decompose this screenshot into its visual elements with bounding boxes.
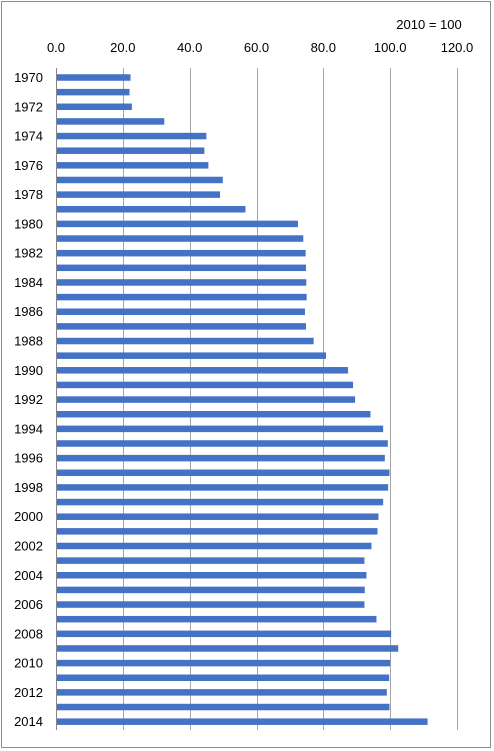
x-tick-label: 100.0 xyxy=(374,40,407,55)
bar-2010 xyxy=(57,659,391,667)
bar-2001 xyxy=(57,528,378,535)
bar-1970 xyxy=(57,74,131,81)
bar-2007 xyxy=(57,615,377,623)
bar-1990 xyxy=(57,367,349,374)
bar-1994 xyxy=(57,425,384,433)
y-category-label: 1982 xyxy=(14,246,43,261)
bar-2009 xyxy=(57,645,399,652)
y-category-label: 1994 xyxy=(14,421,43,436)
bar-1993 xyxy=(57,410,371,418)
bar-1981 xyxy=(57,235,304,242)
unit-label: 2010 = 100 xyxy=(396,17,461,32)
bar-2003 xyxy=(57,557,365,564)
bar-1997 xyxy=(57,469,390,477)
bar-2012 xyxy=(57,689,387,696)
y-category-label: 1986 xyxy=(14,304,43,319)
bar-1975 xyxy=(57,147,205,154)
y-category-label: 1974 xyxy=(14,129,43,144)
bar-1989 xyxy=(57,352,327,359)
bar-1985 xyxy=(57,293,307,301)
y-category-label: 1972 xyxy=(14,99,43,114)
bar-2004 xyxy=(57,572,367,579)
y-category-label: 2012 xyxy=(14,685,43,700)
y-category-label: 1988 xyxy=(14,334,43,349)
bar-1998 xyxy=(57,484,389,491)
bar-1988 xyxy=(57,337,314,345)
bar-1971 xyxy=(57,88,130,96)
bar-1986 xyxy=(57,308,305,315)
x-tick-label: 80.0 xyxy=(311,40,336,55)
y-category-label: 2002 xyxy=(14,538,43,553)
y-category-label: 1970 xyxy=(14,70,43,85)
y-category-label: 1992 xyxy=(14,392,43,407)
x-tick-label: 20.0 xyxy=(110,40,135,55)
bar-1999 xyxy=(57,498,384,506)
bar-1977 xyxy=(57,176,223,184)
y-category-label: 1980 xyxy=(14,216,43,231)
bar-1996 xyxy=(57,454,385,462)
bar-1978 xyxy=(57,191,221,198)
y-category-label: 2004 xyxy=(14,568,43,583)
bar-2013 xyxy=(57,703,390,711)
bar-1992 xyxy=(57,396,356,403)
x-tick-label: 40.0 xyxy=(177,40,202,55)
bar-2008 xyxy=(57,630,392,638)
bar-1973 xyxy=(57,118,165,125)
bar-2011 xyxy=(57,674,390,681)
y-category-label: 2006 xyxy=(14,597,43,612)
bar-1991 xyxy=(57,381,354,389)
y-category-label: 1978 xyxy=(14,187,43,202)
bar-2006 xyxy=(57,601,365,608)
bar-2002 xyxy=(57,542,372,550)
y-category-label: 1984 xyxy=(14,275,43,290)
x-tick-label: 60.0 xyxy=(244,40,269,55)
x-tick-label: 120.0 xyxy=(441,40,474,55)
bar-1972 xyxy=(57,103,132,111)
bar-1974 xyxy=(57,132,207,140)
bar-1983 xyxy=(57,264,306,272)
bar-1980 xyxy=(57,220,298,228)
bar-2014 xyxy=(57,718,428,725)
y-category-label: 1990 xyxy=(14,363,43,378)
bar-2000 xyxy=(57,513,379,520)
x-tick-label: 0.0 xyxy=(47,40,65,55)
bar-1976 xyxy=(57,162,209,169)
bar-2005 xyxy=(57,586,365,594)
bar-series xyxy=(57,74,428,725)
y-category-label: 2000 xyxy=(14,509,43,524)
x-axis-ticks: 0.0 20.0 40.0 60.0 80.0 100.0 120.0 xyxy=(47,40,473,55)
y-category-label: 1998 xyxy=(14,480,43,495)
y-category-label: 1996 xyxy=(14,451,43,466)
bar-1982 xyxy=(57,249,306,257)
y-category-label: 1976 xyxy=(14,158,43,173)
bar-1979 xyxy=(57,206,246,213)
bar-1987 xyxy=(57,323,306,330)
bar-1984 xyxy=(57,279,307,286)
bar-1995 xyxy=(57,440,388,447)
y-category-label: 2008 xyxy=(14,626,43,641)
y-category-label: 2010 xyxy=(14,656,43,671)
y-category-label: 2014 xyxy=(14,714,43,729)
y-axis-category-labels: 1970 1972 1974 1976 1978 1980 1982 1984 1986 1988… xyxy=(14,70,43,729)
